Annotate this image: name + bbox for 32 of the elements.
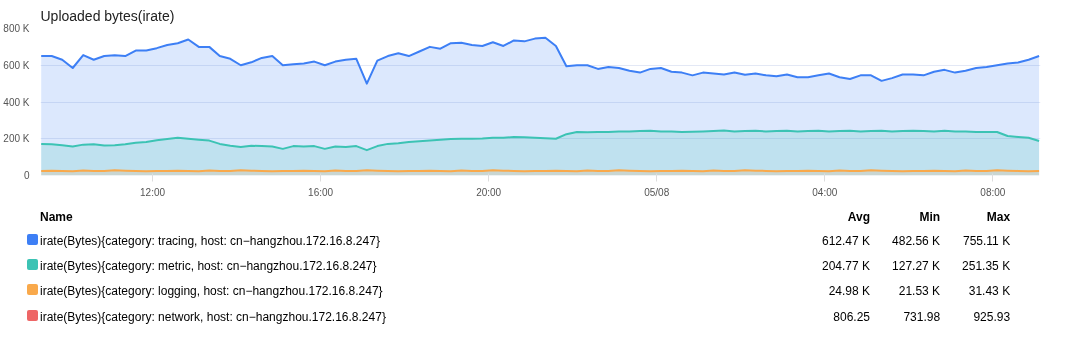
y-tick-label: 600 K xyxy=(3,59,30,71)
x-tick-label: 04:00 xyxy=(812,186,838,198)
text: Max xyxy=(985,209,1011,226)
text: 612.47 K xyxy=(821,233,871,251)
text: 755.11 K xyxy=(962,233,1011,251)
legend-label: irate(Bytes){category: tracing, host: cn−hangzhou.172.16.8.247} xyxy=(40,233,381,251)
text: 21.53 K xyxy=(897,283,941,301)
x-tick-label: 08:00 xyxy=(980,186,1006,198)
legend-label: irate(Bytes){category: network, host: cn−hangzhou.172.16.8.247} xyxy=(40,308,387,326)
y-tick-label: 400 K xyxy=(3,96,30,108)
x-tick-label: 16:00 xyxy=(308,186,334,198)
y-tick-label: 800 K xyxy=(3,23,30,34)
text: 127.27 K xyxy=(891,258,941,276)
text: 24.98 K xyxy=(827,283,871,301)
chart-title: Uploaded bytes(irate) xyxy=(40,7,175,24)
legend-title: Name xyxy=(40,209,74,226)
x-tick-label: 05/08 xyxy=(644,186,670,198)
legend-label: irate(Bytes){category: metric, host: cn−hangzhou.172.16.8.247} xyxy=(40,258,378,276)
x-tick-label: 12:00 xyxy=(140,186,166,198)
y-tick-label: 200 K xyxy=(3,133,30,145)
text: 925.93 xyxy=(972,308,1011,326)
text: 731.98 xyxy=(902,308,941,326)
text: 806.25 xyxy=(832,308,871,326)
text: Min xyxy=(918,209,941,226)
text: Avg xyxy=(846,209,871,226)
text: 204.77 K xyxy=(821,258,871,276)
x-tick-label: 20:00 xyxy=(476,186,502,198)
text: 251.35 K xyxy=(961,258,1011,276)
text: 482.56 K xyxy=(891,233,941,251)
y-tick-label: 0 xyxy=(23,170,30,181)
legend-label: irate(Bytes){category: logging, host: cn−hangzhou.172.16.8.247} xyxy=(40,283,384,301)
text: 31.43 K xyxy=(967,283,1011,301)
